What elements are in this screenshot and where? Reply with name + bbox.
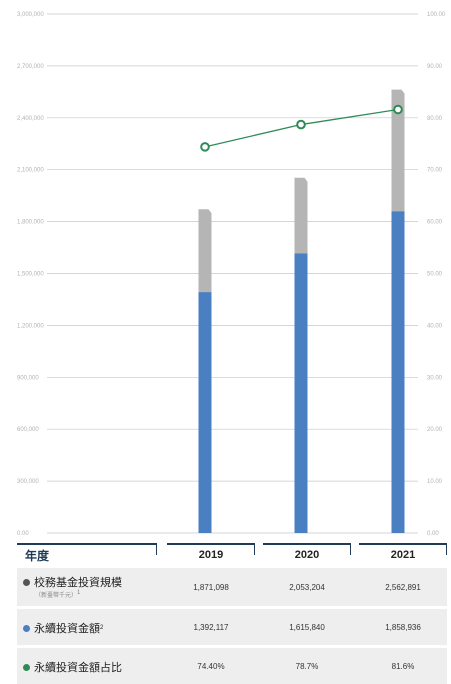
ratio-point-2019: [200, 142, 210, 152]
y-tick-label-right: 60.00: [427, 220, 443, 226]
y-tick-label-left: 3,000,000: [17, 12, 44, 18]
table-cell: 1,858,936: [385, 623, 421, 632]
bar-sustainable-2019: [198, 292, 212, 533]
row-label-text: 永續投資金額: [34, 623, 100, 635]
table-row: 校務基金投資規模 （新臺幣千元）1 1,871,098 2,053,204 2,…: [17, 568, 447, 606]
bar-sustainable-2021: [391, 211, 405, 534]
y-tick-label-left: 2,400,000: [17, 116, 44, 122]
table-row: 永續投資金額占比 74.40% 78.7% 81.6%: [17, 648, 447, 684]
legend-dot: [23, 663, 30, 671]
y-tick-label-right: 30.00: [427, 375, 443, 381]
y-tick-label-right: 50.00: [427, 272, 443, 278]
row-label-text: 校務基金投資規模: [34, 577, 122, 589]
table-cell: 2,562,891: [385, 583, 421, 592]
y-tick-label-right: 40.00: [427, 323, 443, 329]
left-axis: 0.00 300,000 600,000 900,000 1,200,000 1,500,…: [17, 12, 44, 537]
data-table: 年度 2019 2020 2021 校務基金投資規模 （新臺幣千元）1 1,87…: [17, 543, 447, 684]
table-cell: 81.6%: [391, 662, 415, 671]
y-tick-label-left: 600,000: [17, 427, 39, 433]
y-tick-label-left: 300,000: [17, 479, 39, 485]
y-tick-label-left: 0.00: [17, 531, 29, 537]
table-cell: 74.40%: [197, 662, 225, 671]
legend-dot: [23, 624, 30, 632]
bars: [198, 89, 405, 534]
y-tick-label-right: 90.00: [427, 64, 443, 70]
y-tick-label-left: 2,700,000: [17, 64, 44, 70]
y-tick-label-left: 1,500,000: [17, 272, 44, 278]
y-tick-label-right: 70.00: [427, 168, 443, 174]
row-label: 永續投資金額占比: [23, 659, 122, 675]
row-label-text: 永續投資金額占比: [34, 662, 122, 674]
ratio-point-2021: [393, 104, 403, 115]
y-tick-label-right: 100.00: [427, 12, 446, 18]
table-cell: 78.7%: [295, 662, 319, 671]
table-cell: 1,615,840: [289, 623, 325, 632]
y-tick-label-right: 10.00: [427, 479, 443, 485]
table-cell: 2,053,204: [289, 583, 325, 592]
grid: [47, 13, 418, 534]
row-sublabel: （新臺幣千元）1: [35, 590, 81, 599]
y-tick-label-left: 1,800,000: [17, 220, 44, 226]
year-header: 年度: [25, 549, 50, 563]
y-tick-label-right: 20.00: [427, 427, 443, 433]
year-2021: 2021: [390, 549, 416, 561]
y-tick-label-left: 2,100,000: [17, 168, 44, 174]
y-tick-label-left: 900,000: [17, 375, 39, 381]
legend-dot: [23, 578, 30, 586]
ratio-line: [200, 104, 403, 152]
ratio-point-2020: [296, 119, 306, 130]
year-2020: 2020: [294, 549, 320, 561]
row-label: 校務基金投資規模: [23, 574, 122, 590]
table-cell: 1,392,117: [193, 623, 229, 632]
y-tick-label-right: 0.00: [427, 531, 439, 537]
table-row: 永續投資金額 2 1,392,117 1,615,840 1,858,936: [17, 609, 447, 645]
right-axis: 0.00 10.00 20.00 30.00 40.00 50.00 60.00 70.00 8…: [427, 12, 446, 537]
bar-sustainable-2020: [294, 253, 308, 533]
year-2019: 2019: [198, 549, 224, 561]
row-label: 永續投資金額 2: [23, 620, 103, 636]
table-cell: 1,871,098: [193, 583, 229, 592]
y-tick-label-right: 80.00: [427, 116, 443, 122]
chart: 0.00 300,000 600,000 900,000 1,200,000 1,500,…: [17, 12, 446, 537]
y-tick-label-left: 1,200,000: [17, 323, 44, 329]
table-header: 年度 2019 2020 2021: [17, 543, 447, 565]
